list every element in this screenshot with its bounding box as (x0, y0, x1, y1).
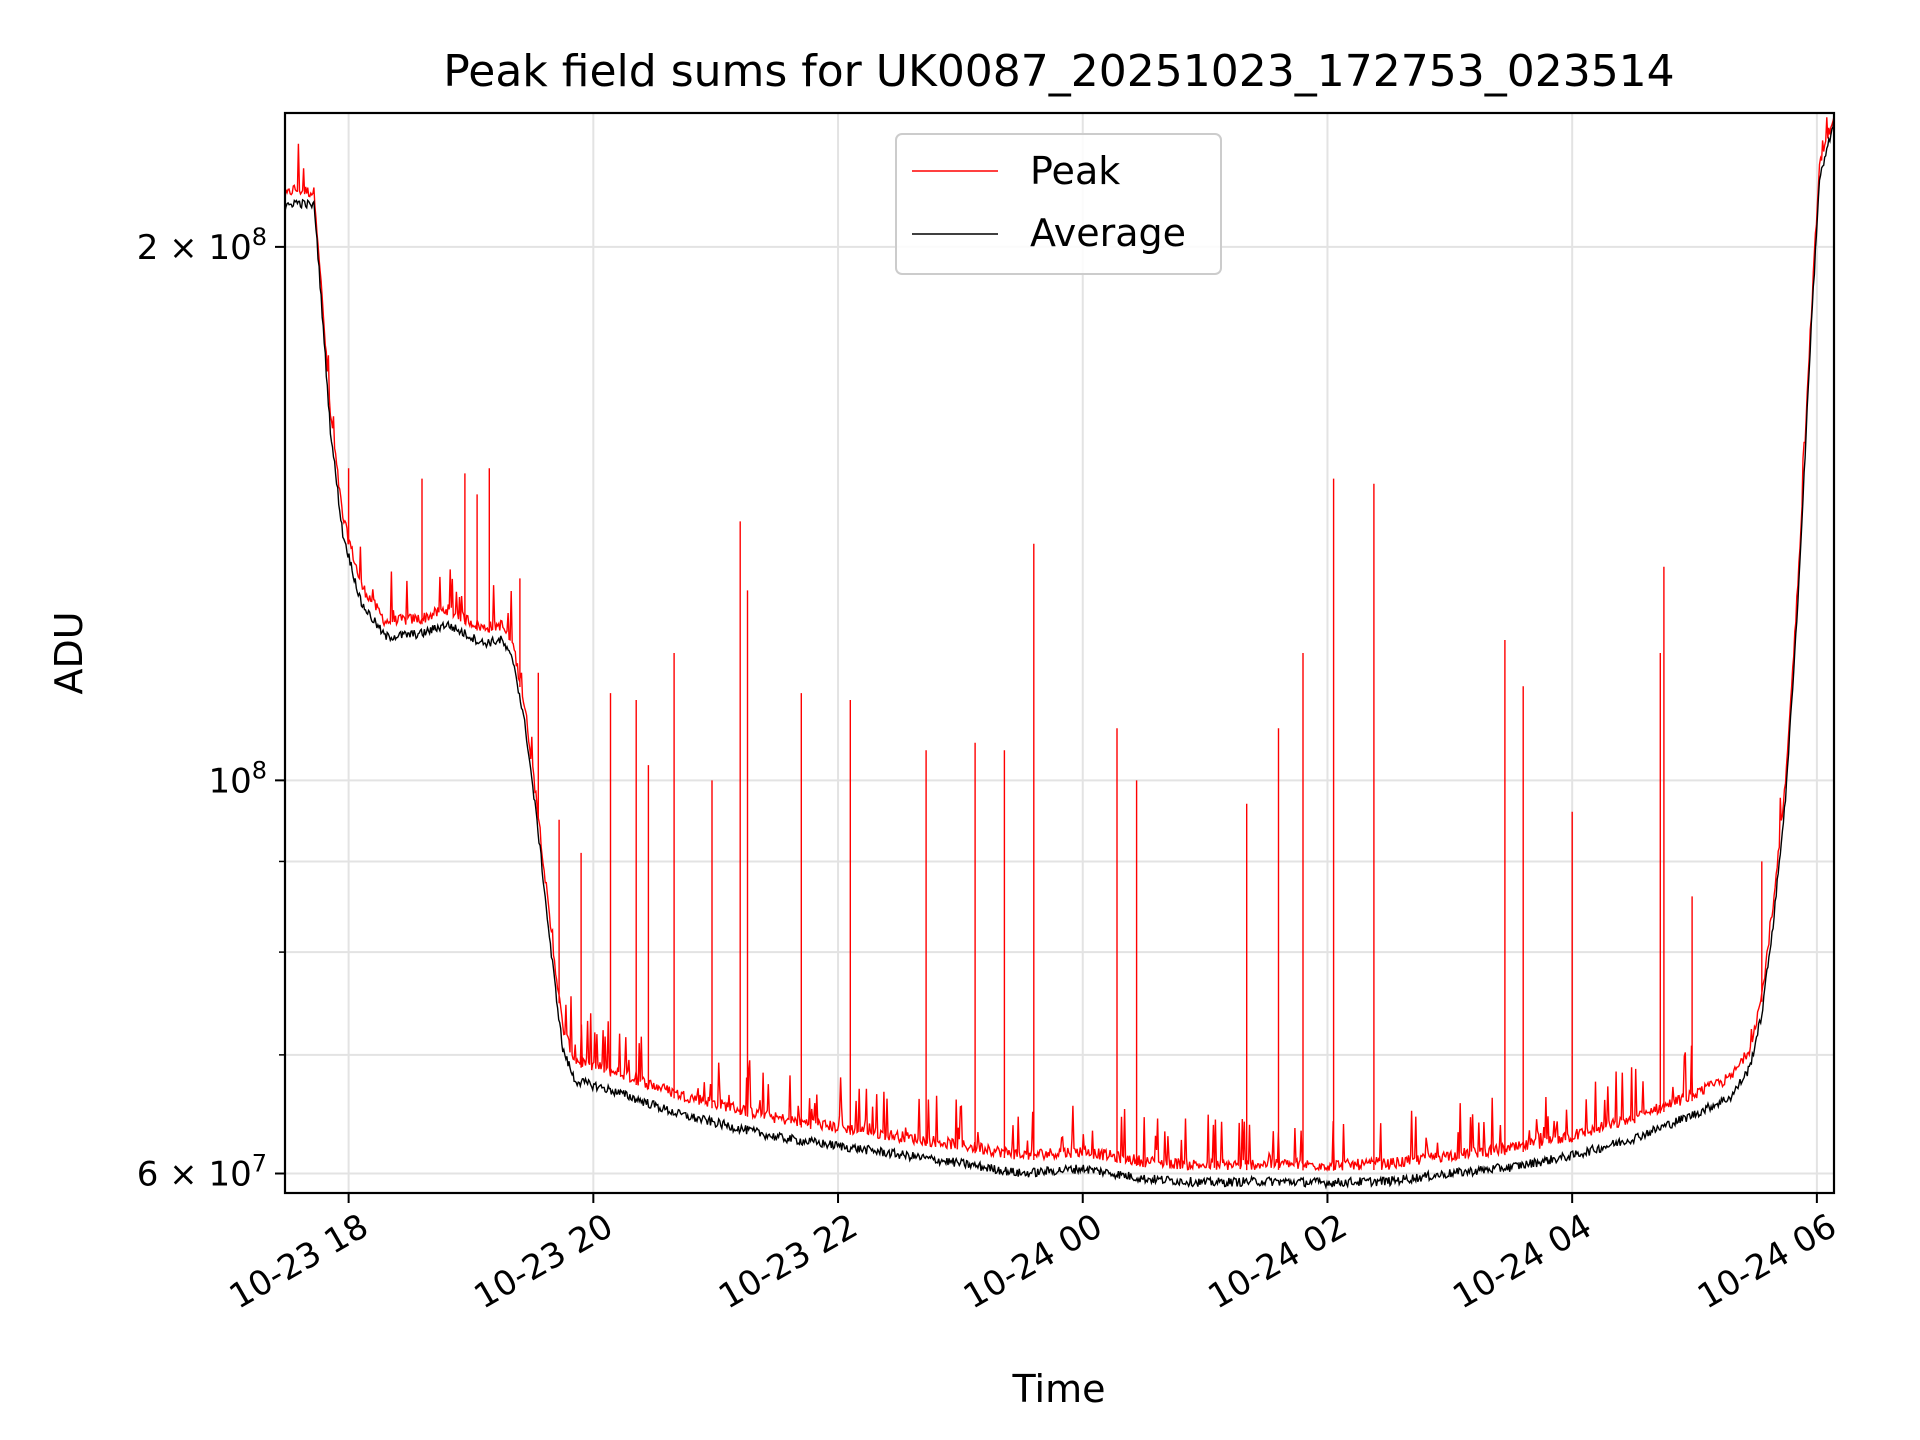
x-tick-label: 10-24 06 (1691, 1206, 1843, 1317)
x-axis: 10-23 18 10-23 20 10-23 22 10-24 00 10-24 02… (223, 1193, 1843, 1317)
y-tick-label: 6 × 107 (137, 1150, 267, 1195)
x-axis-label: Time (1012, 1367, 1106, 1411)
y-tick-label: 2 × 108 (137, 223, 267, 268)
x-tick-label: 10-23 20 (467, 1206, 619, 1317)
x-tick-label: 10-23 22 (712, 1206, 864, 1317)
legend-label-peak: Peak (1030, 149, 1120, 193)
legend: Peak Average (895, 133, 1222, 275)
chart-grid (285, 113, 1834, 1193)
plot-frame (283, 111, 1836, 1195)
legend-label-average: Average (1030, 211, 1186, 255)
chart-title: Peak field sums for UK0087_20251023_1727… (443, 46, 1674, 97)
x-tick-label: 10-23 18 (223, 1206, 375, 1317)
x-tick-label: 10-24 02 (1202, 1206, 1354, 1317)
x-tick-label: 10-24 00 (957, 1206, 1109, 1317)
y-tick-label: 108 (208, 756, 267, 801)
legend-box (895, 133, 1222, 275)
series-layer (284, 116, 1835, 1190)
y-axis: 6 × 107 108 2 × 108 (137, 223, 285, 1195)
x-tick-label: 10-24 04 (1446, 1206, 1598, 1317)
y-axis-label: ADU (47, 611, 91, 694)
series-peak-line (284, 116, 1835, 1172)
series-average-line (284, 118, 1835, 1190)
